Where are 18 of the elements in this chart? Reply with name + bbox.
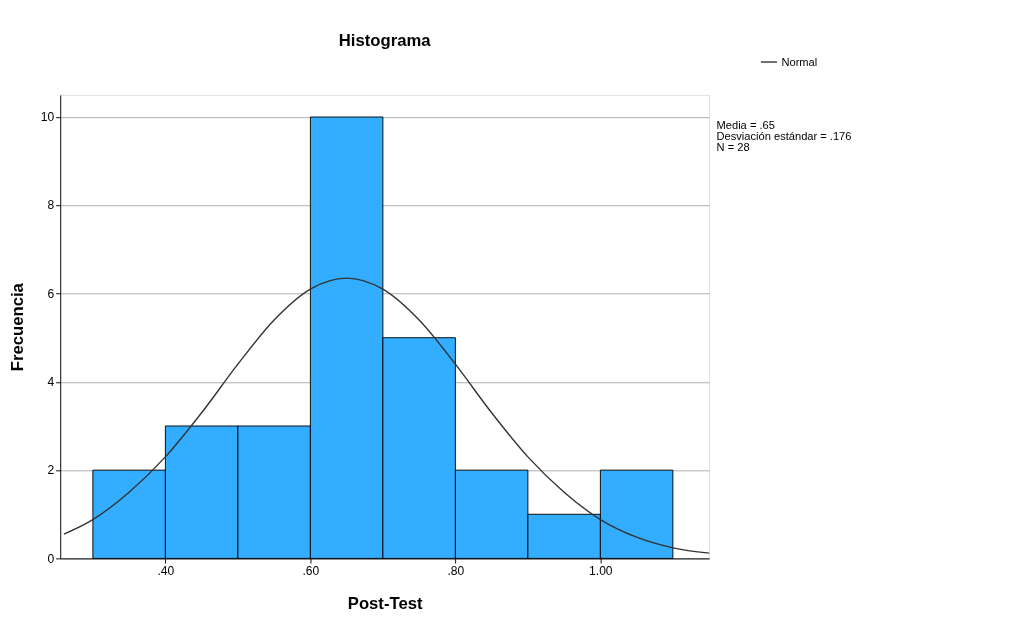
x-tick-label: .40	[157, 563, 175, 578]
x-tick-label: .60	[302, 563, 320, 578]
x-tick-label: 1.00	[589, 563, 613, 578]
x-tick-label: .80	[447, 563, 465, 578]
chart-title: Histograma	[338, 30, 432, 50]
text: Media = .65	[716, 119, 775, 132]
y-tick-label: 10	[40, 110, 55, 125]
legend-label: Normal	[781, 55, 818, 68]
y-axis-title: Frecuencia	[8, 282, 28, 372]
y-tick-label: 6	[47, 286, 55, 301]
text: Desviación estándar = .176	[716, 130, 852, 143]
y-tick-label: 0	[47, 551, 55, 566]
y-tick-label: 8	[47, 198, 55, 213]
y-tick-label: 2	[47, 463, 55, 478]
line-series	[63, 277, 710, 554]
y-tick-label: 4	[47, 375, 55, 390]
x-axis-title: Post-Test	[347, 593, 423, 613]
text: N = 28	[716, 141, 750, 154]
